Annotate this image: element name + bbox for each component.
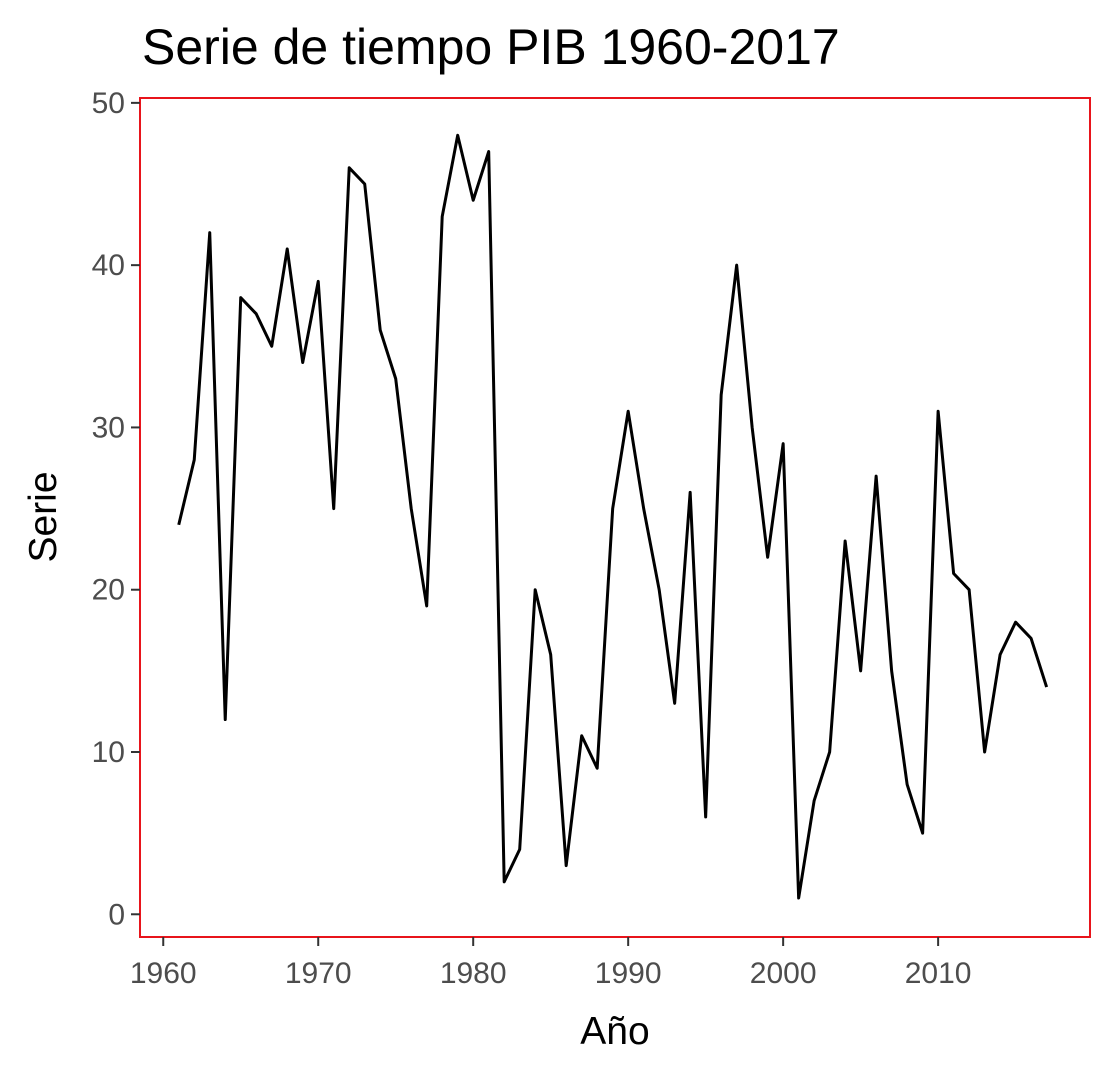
y-tick-label: 30 [92, 411, 125, 444]
x-tick-label: 1970 [285, 957, 352, 990]
series-line [177, 133, 1049, 900]
x-axis: 1960 1970 1980 1990 2000 2010 [130, 937, 972, 990]
y-axis-title: Serie [22, 471, 65, 562]
y-axis: 0 10 20 30 40 50 [92, 87, 140, 931]
x-tick-label: 1960 [130, 957, 197, 990]
x-tick-label: 2010 [905, 957, 972, 990]
chart-title: Serie de tiempo PIB 1960-2017 [142, 19, 840, 75]
panel-border [139, 97, 1091, 938]
y-tick-label: 40 [92, 249, 125, 282]
x-tick-label: 2000 [750, 957, 817, 990]
y-tick-label: 20 [92, 574, 125, 607]
x-tick-label: 1980 [440, 957, 507, 990]
x-tick-label: 1990 [595, 957, 662, 990]
y-tick-label: 0 [108, 898, 125, 931]
y-tick-label: 10 [92, 736, 125, 769]
x-axis-title: Año [580, 1010, 649, 1053]
y-tick-label: 50 [92, 87, 125, 120]
